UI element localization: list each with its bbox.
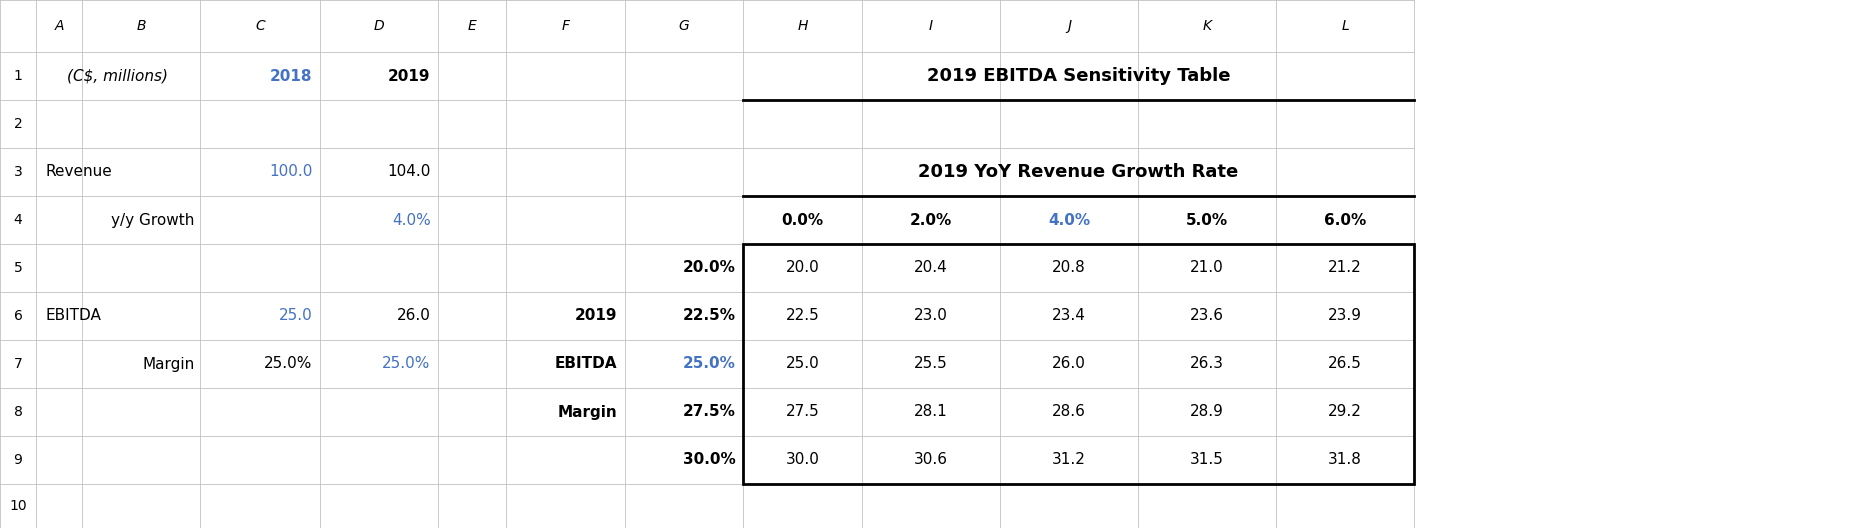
Text: 28.9: 28.9: [1189, 404, 1225, 420]
Text: K: K: [1202, 19, 1212, 33]
Text: y/y Growth: y/y Growth: [110, 212, 194, 228]
Text: 20.4: 20.4: [914, 260, 948, 276]
Text: (C$, millions): (C$, millions): [67, 69, 168, 83]
Text: 2: 2: [13, 117, 22, 131]
Text: 28.1: 28.1: [914, 404, 948, 420]
Text: 27.5: 27.5: [785, 404, 819, 420]
Text: 10: 10: [9, 499, 26, 513]
Text: 23.4: 23.4: [1053, 308, 1086, 324]
Text: 30.0: 30.0: [785, 452, 819, 467]
Text: C: C: [254, 19, 266, 33]
Text: 5.0%: 5.0%: [1186, 212, 1229, 228]
Bar: [742, 244, 1414, 484]
Text: G: G: [679, 19, 690, 33]
Text: 7: 7: [13, 357, 22, 371]
Text: 3: 3: [13, 165, 22, 179]
Text: 5: 5: [13, 261, 22, 275]
Text: 23.0: 23.0: [914, 308, 948, 324]
Text: 0.0%: 0.0%: [782, 212, 823, 228]
Text: 26.0: 26.0: [1053, 356, 1086, 372]
Text: L: L: [1341, 19, 1348, 33]
Text: 2018: 2018: [269, 69, 312, 83]
Text: 1: 1: [13, 69, 22, 83]
Text: 104.0: 104.0: [387, 165, 430, 180]
Text: D: D: [374, 19, 385, 33]
Text: 27.5%: 27.5%: [683, 404, 735, 420]
Text: 20.0%: 20.0%: [683, 260, 735, 276]
Text: A: A: [54, 19, 64, 33]
Text: 25.0%: 25.0%: [264, 356, 312, 372]
Text: 4.0%: 4.0%: [1047, 212, 1090, 228]
Text: 9: 9: [13, 453, 22, 467]
Text: I: I: [929, 19, 933, 33]
Text: 4: 4: [13, 213, 22, 227]
Text: 2019 EBITDA Sensitivity Table: 2019 EBITDA Sensitivity Table: [928, 67, 1230, 85]
Text: 25.0%: 25.0%: [683, 356, 735, 372]
Text: 31.8: 31.8: [1328, 452, 1361, 467]
Text: 31.2: 31.2: [1053, 452, 1086, 467]
Text: 4.0%: 4.0%: [393, 212, 430, 228]
Text: 8: 8: [13, 405, 22, 419]
Text: EBITDA: EBITDA: [555, 356, 617, 372]
Text: Margin: Margin: [142, 356, 194, 372]
Text: 2019: 2019: [387, 69, 430, 83]
Text: 20.8: 20.8: [1053, 260, 1086, 276]
Text: 21.2: 21.2: [1328, 260, 1361, 276]
Text: 21.0: 21.0: [1189, 260, 1223, 276]
Text: J: J: [1068, 19, 1072, 33]
Text: E: E: [468, 19, 477, 33]
Text: 6: 6: [13, 309, 22, 323]
Text: 29.2: 29.2: [1328, 404, 1361, 420]
Text: 23.6: 23.6: [1189, 308, 1225, 324]
Text: Revenue: Revenue: [45, 165, 112, 180]
Text: 23.9: 23.9: [1328, 308, 1361, 324]
Text: 100.0: 100.0: [269, 165, 312, 180]
Text: 30.0%: 30.0%: [683, 452, 735, 467]
Text: 6.0%: 6.0%: [1324, 212, 1367, 228]
Text: 28.6: 28.6: [1053, 404, 1086, 420]
Text: H: H: [797, 19, 808, 33]
Text: 31.5: 31.5: [1189, 452, 1225, 467]
Text: 25.0: 25.0: [785, 356, 819, 372]
Text: 25.0%: 25.0%: [381, 356, 430, 372]
Text: 2019: 2019: [574, 308, 617, 324]
Text: 30.6: 30.6: [914, 452, 948, 467]
Text: Margin: Margin: [557, 404, 617, 420]
Text: 25.5: 25.5: [914, 356, 948, 372]
Text: B: B: [137, 19, 146, 33]
Text: 22.5: 22.5: [785, 308, 819, 324]
Text: F: F: [561, 19, 570, 33]
Text: 26.0: 26.0: [396, 308, 430, 324]
Text: 26.5: 26.5: [1328, 356, 1361, 372]
Text: 25.0: 25.0: [279, 308, 312, 324]
Text: EBITDA: EBITDA: [45, 308, 101, 324]
Text: 20.0: 20.0: [785, 260, 819, 276]
Text: 2019 YoY Revenue Growth Rate: 2019 YoY Revenue Growth Rate: [918, 163, 1238, 181]
Text: 26.3: 26.3: [1189, 356, 1225, 372]
Text: 22.5%: 22.5%: [683, 308, 735, 324]
Text: 2.0%: 2.0%: [911, 212, 952, 228]
